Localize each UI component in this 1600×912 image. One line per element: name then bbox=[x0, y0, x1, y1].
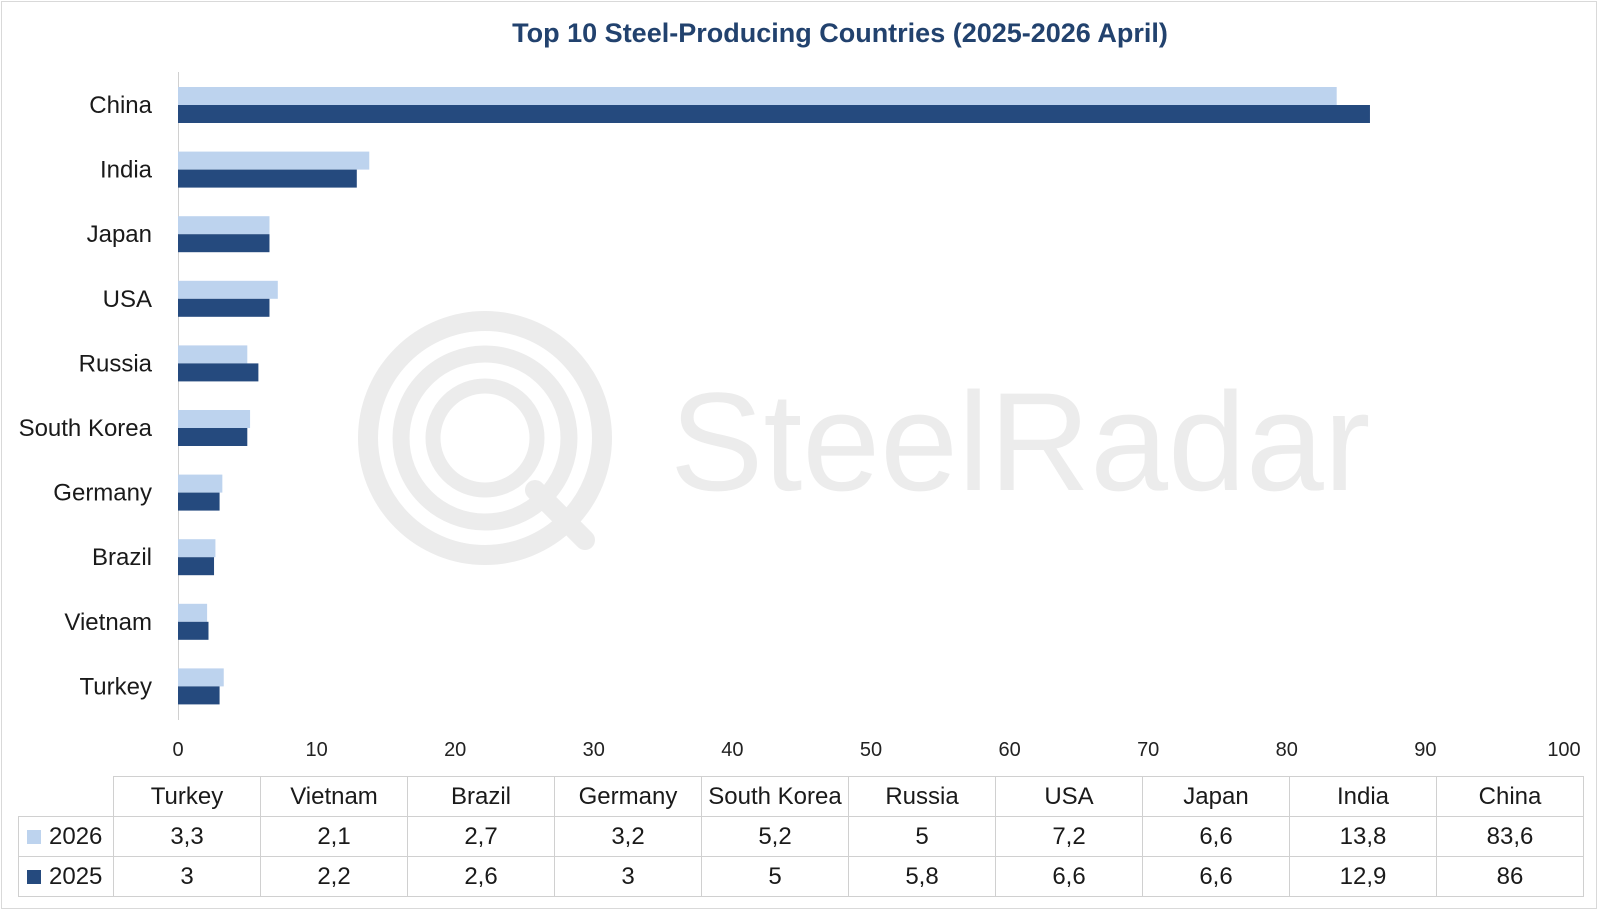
bar-2026-usa bbox=[178, 280, 278, 299]
data-table-cell: 13,8 bbox=[1289, 816, 1437, 857]
data-table-cell: 12,9 bbox=[1289, 856, 1437, 897]
bar-2025-russia bbox=[178, 363, 259, 382]
category-labels: China India Japan USA Russia South Korea Germa… bbox=[19, 92, 153, 700]
data-table-column-header: India bbox=[1289, 776, 1437, 817]
data-table-header-row: Turkey Vietnam Brazil Germany South Korea Rus… bbox=[18, 776, 1584, 817]
bar-2025-brazil bbox=[178, 557, 215, 576]
data-table-cell: 2,1 bbox=[260, 816, 408, 857]
bar-2026-turkey bbox=[178, 668, 224, 687]
data-table-cell: 6,6 bbox=[995, 856, 1143, 897]
data-table-cell: 3,3 bbox=[113, 816, 261, 857]
watermark-text: SteelRadar bbox=[670, 363, 1370, 520]
data-table-cell: 2,7 bbox=[407, 816, 555, 857]
data-table-row-2026: 2026 3,3 2,1 2,7 3,2 5,2 5 7,2 6,6 13,8 83,6 bbox=[18, 816, 1584, 857]
bar-2026-brazil bbox=[178, 539, 216, 558]
bar-2026-china bbox=[178, 87, 1337, 105]
category-label: Japan bbox=[87, 221, 152, 248]
bar-2025-india bbox=[178, 169, 357, 188]
bar-2025-germany bbox=[178, 492, 220, 511]
data-table-cell: 6,6 bbox=[1142, 856, 1290, 897]
data-table-cell: 5 bbox=[848, 816, 996, 857]
data-table-cell: 5 bbox=[701, 856, 849, 897]
category-label: Germany bbox=[53, 480, 152, 507]
data-table-column-header: Germany bbox=[554, 776, 702, 817]
bars-layer bbox=[178, 87, 1370, 705]
x-tick-label: 30 bbox=[583, 739, 605, 761]
x-tick-label: 100 bbox=[1547, 739, 1580, 761]
data-table-corner bbox=[18, 776, 114, 817]
chart-title: Top 10 Steel-Producing Countries (2025-2… bbox=[512, 18, 1168, 48]
bar-2025-usa bbox=[178, 298, 270, 317]
data-table-cell: 3 bbox=[554, 856, 702, 897]
data-table-cell: 86 bbox=[1436, 856, 1584, 897]
data-table-column-header: Brazil bbox=[407, 776, 555, 817]
data-table-cell: 5,8 bbox=[848, 856, 996, 897]
x-tick-label: 90 bbox=[1414, 739, 1436, 761]
x-tick-label: 40 bbox=[721, 739, 743, 761]
category-label: China bbox=[89, 92, 152, 119]
data-table: Turkey Vietnam Brazil Germany South Korea Rus… bbox=[18, 776, 1584, 897]
data-table-cell: 7,2 bbox=[995, 816, 1143, 857]
bar-2025-china bbox=[178, 105, 1370, 123]
bar-2025-south-korea bbox=[178, 428, 248, 446]
x-tick-label: 60 bbox=[998, 739, 1020, 761]
bar-2026-germany bbox=[178, 474, 223, 493]
data-table-cell: 2,2 bbox=[260, 856, 408, 897]
x-tick-label: 70 bbox=[1137, 739, 1159, 761]
data-table-cell: 83,6 bbox=[1436, 816, 1584, 857]
legend-label: 2026 bbox=[49, 822, 103, 850]
data-table-column-header: Russia bbox=[848, 776, 996, 817]
bar-2025-japan bbox=[178, 234, 270, 253]
data-table-column-header: China bbox=[1436, 776, 1584, 817]
legend-swatch bbox=[27, 830, 41, 845]
data-table-cell: 2,6 bbox=[407, 856, 555, 897]
category-label: USA bbox=[103, 286, 152, 313]
bar-2026-south-korea bbox=[178, 410, 251, 428]
x-tick-label: 80 bbox=[1276, 739, 1298, 761]
legend-label: 2025 bbox=[49, 862, 103, 890]
data-table-cell: 3,2 bbox=[554, 816, 702, 857]
category-label: India bbox=[100, 157, 153, 184]
x-axis-ticks: 0 10 20 30 40 50 60 70 80 90 100 bbox=[172, 739, 1580, 761]
category-label: Brazil bbox=[92, 544, 152, 571]
radar-logo-icon bbox=[358, 311, 612, 565]
x-tick-label: 20 bbox=[444, 739, 466, 761]
data-table-cell: 5,2 bbox=[701, 816, 849, 857]
bar-2026-india bbox=[178, 151, 370, 170]
category-label: Turkey bbox=[80, 673, 152, 700]
category-label: Russia bbox=[79, 350, 153, 377]
bar-2025-vietnam bbox=[178, 621, 209, 640]
legend-swatch bbox=[27, 870, 41, 885]
x-tick-label: 0 bbox=[172, 739, 183, 761]
data-table-cell: 6,6 bbox=[1142, 816, 1290, 857]
data-table-row-2025: 2025 3 2,2 2,6 3 5 5,8 6,6 6,6 12,9 86 bbox=[18, 856, 1584, 897]
bar-2026-vietnam bbox=[178, 603, 208, 622]
bar-2025-turkey bbox=[178, 686, 220, 705]
data-table-column-header: USA bbox=[995, 776, 1143, 817]
data-table-column-header: South Korea bbox=[701, 776, 849, 817]
data-table-row-header: 2025 bbox=[18, 856, 114, 897]
bar-2026-japan bbox=[178, 216, 270, 235]
data-table-cell: 3 bbox=[113, 856, 261, 897]
x-tick-label: 50 bbox=[860, 739, 882, 761]
x-tick-label: 10 bbox=[305, 739, 327, 761]
category-label: Vietnam bbox=[64, 609, 152, 636]
bar-2026-russia bbox=[178, 345, 248, 364]
data-table-column-header: Japan bbox=[1142, 776, 1290, 817]
data-table-column-header: Vietnam bbox=[260, 776, 408, 817]
data-table-column-header: Turkey bbox=[113, 776, 261, 817]
data-table-row-header: 2026 bbox=[18, 816, 114, 857]
watermark: SteelRadar bbox=[358, 311, 1370, 565]
category-label: South Korea bbox=[19, 415, 153, 442]
